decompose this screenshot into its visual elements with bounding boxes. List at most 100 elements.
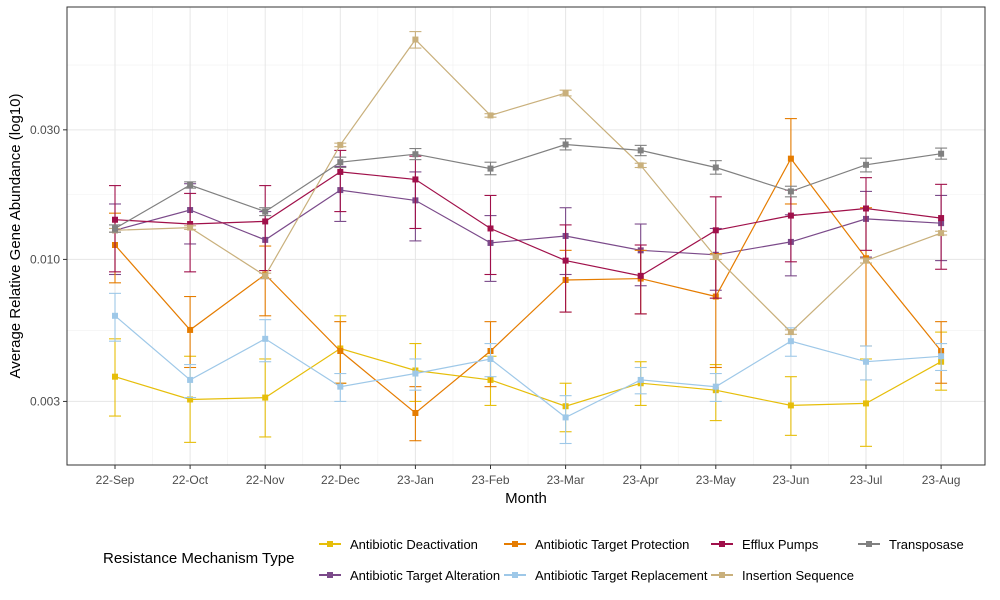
series-line — [114, 189, 942, 256]
data-point — [938, 353, 945, 360]
legend-item: Transposase — [857, 535, 964, 553]
data-point — [562, 414, 569, 421]
x-axis-title: Month — [505, 490, 547, 507]
x-tick-label: 22-Sep — [96, 473, 135, 487]
series-insertion-sequence — [109, 31, 948, 336]
legend-label: Antibiotic Target Protection — [535, 536, 690, 552]
data-point — [637, 272, 644, 279]
y-tick-label: 0.010 — [30, 252, 60, 266]
x-tick-label: 22-Dec — [321, 473, 360, 487]
data-point — [637, 376, 644, 383]
series-transposase — [109, 138, 948, 233]
data-point — [262, 272, 269, 279]
data-point — [412, 151, 419, 158]
data-point — [262, 394, 269, 401]
legend-label: Insertion Sequence — [742, 567, 855, 583]
data-point — [938, 150, 945, 157]
data-point — [863, 358, 869, 365]
legend-label: Efflux Pumps — [742, 536, 819, 552]
data-point — [112, 312, 118, 319]
x-tick-label: 23-Apr — [623, 473, 659, 487]
data-point — [487, 225, 494, 232]
legend-key — [857, 537, 881, 551]
data-point — [637, 162, 644, 169]
data-point — [562, 257, 569, 264]
x-tick-label: 22-Nov — [246, 473, 285, 487]
data-point — [712, 383, 719, 390]
data-point — [787, 338, 794, 345]
data-point — [112, 373, 118, 380]
x-tick-label: 23-Jun — [773, 473, 810, 487]
data-point — [187, 396, 194, 403]
series-line — [114, 38, 942, 333]
data-point — [337, 141, 344, 148]
series-line — [114, 347, 942, 407]
legend-item: Antibiotic Target Alteration — [318, 566, 500, 584]
data-point — [863, 400, 869, 407]
series-line — [114, 157, 942, 414]
legend-label: Antibiotic Deactivation — [350, 536, 478, 552]
legend: Resistance Mechanism Type Antibiotic Dea… — [0, 528, 1000, 598]
data-point — [562, 89, 569, 96]
data-point — [487, 355, 494, 362]
x-tick-label: 23-Feb — [471, 473, 509, 487]
data-point — [337, 348, 344, 355]
data-point — [787, 188, 794, 195]
series-line — [114, 143, 942, 230]
series-line — [114, 315, 942, 419]
y-axis-title: Average Relative Gene Abundance (log10) — [7, 94, 24, 379]
legend-item: Antibiotic Target Replacement — [503, 566, 707, 584]
data-point — [262, 208, 269, 215]
data-point — [863, 205, 869, 212]
data-point — [187, 224, 194, 231]
data-point — [938, 230, 945, 237]
data-point — [337, 383, 344, 390]
data-point — [337, 168, 344, 175]
data-point — [262, 218, 269, 225]
y-tick-label: 0.030 — [30, 123, 60, 137]
legend-key — [503, 537, 527, 551]
data-point — [863, 257, 869, 264]
data-point — [787, 329, 794, 336]
data-point — [412, 370, 419, 377]
x-tick-label: 23-Aug — [922, 473, 961, 487]
data-point — [187, 221, 194, 228]
legend-item: Insertion Sequence — [710, 566, 854, 584]
y-tick-label: 0.003 — [30, 394, 60, 408]
data-point — [787, 155, 794, 162]
data-point — [187, 376, 194, 383]
data-point — [712, 254, 719, 261]
legend-key — [318, 568, 342, 582]
data-point — [863, 161, 869, 168]
legend-key — [503, 568, 527, 582]
data-point — [112, 225, 118, 232]
data-point — [112, 216, 118, 223]
data-point — [412, 176, 419, 183]
data-point — [712, 164, 719, 171]
legend-key — [710, 568, 734, 582]
legend-key — [710, 537, 734, 551]
data-point — [187, 326, 194, 333]
legend-title: Resistance Mechanism Type — [103, 550, 295, 567]
legend-key — [318, 537, 342, 551]
data-point — [487, 112, 494, 119]
data-point — [412, 36, 419, 43]
x-tick-label: 23-Mar — [547, 473, 585, 487]
plot-background — [67, 7, 985, 465]
plot-panel-border — [66, 6, 986, 466]
x-tick-label: 22-Oct — [172, 473, 209, 487]
data-point — [712, 227, 719, 234]
legend-label: Antibiotic Target Replacement — [535, 567, 708, 583]
x-tick-label: 23-Jul — [850, 473, 883, 487]
legend-item: Antibiotic Deactivation — [318, 535, 478, 553]
legend-item: Efflux Pumps — [710, 535, 818, 553]
data-point — [787, 402, 794, 409]
data-point — [787, 212, 794, 219]
data-point — [938, 215, 945, 222]
legend-label: Antibiotic Target Alteration — [350, 567, 501, 583]
data-point — [337, 159, 344, 166]
series-efflux-pumps — [109, 149, 948, 315]
series-antibiotic-target-replacement — [109, 292, 948, 445]
x-tick-label: 23-Jan — [397, 473, 434, 487]
